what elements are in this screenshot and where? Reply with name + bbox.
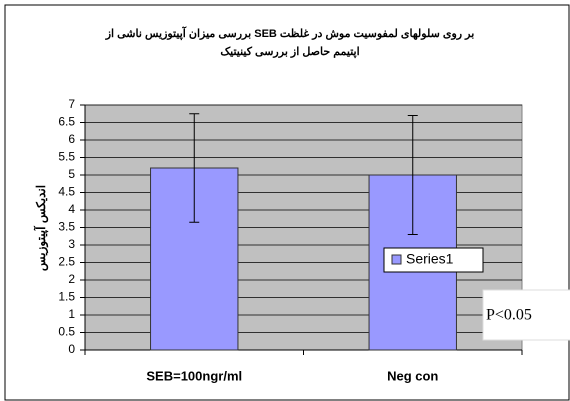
y-tick-label: 3 (68, 237, 75, 251)
y-tick-label: 7 (68, 97, 75, 111)
annotation-box (482, 289, 570, 341)
y-tick-label: 2 (68, 272, 75, 286)
y-tick-label: 1.5 (58, 290, 75, 304)
legend-label: Series1 (406, 251, 454, 267)
y-tick-label: 5.5 (58, 150, 75, 164)
y-tick-label: 3.5 (58, 220, 75, 234)
y-tick-label: 4.5 (58, 185, 75, 199)
annotation: P<0.05 (486, 307, 532, 324)
y-tick-label: 2.5 (58, 255, 75, 269)
chart-title: اپتیمم حاصل از بررسی کینیتیک (220, 46, 359, 58)
x-tick-label: SEB=100ngr/ml (146, 368, 242, 383)
y-tick-label: 6 (68, 132, 75, 146)
y-tick-label: 4 (68, 202, 75, 216)
y-tick-label: 5 (68, 167, 75, 181)
y-tick-label: 6.5 (58, 115, 75, 129)
chart-title: بررسی میزان آپیتوزیس ناشی از SEB بر روی … (105, 26, 475, 40)
y-axis-label: اندیکس آپیتوزیس (32, 185, 49, 271)
y-tick-label: 1 (68, 307, 75, 321)
y-tick-label: 0 (68, 342, 75, 356)
x-tick-label: Neg con (387, 368, 438, 383)
y-tick-label: 0.5 (58, 325, 75, 339)
legend-swatch (391, 254, 402, 265)
